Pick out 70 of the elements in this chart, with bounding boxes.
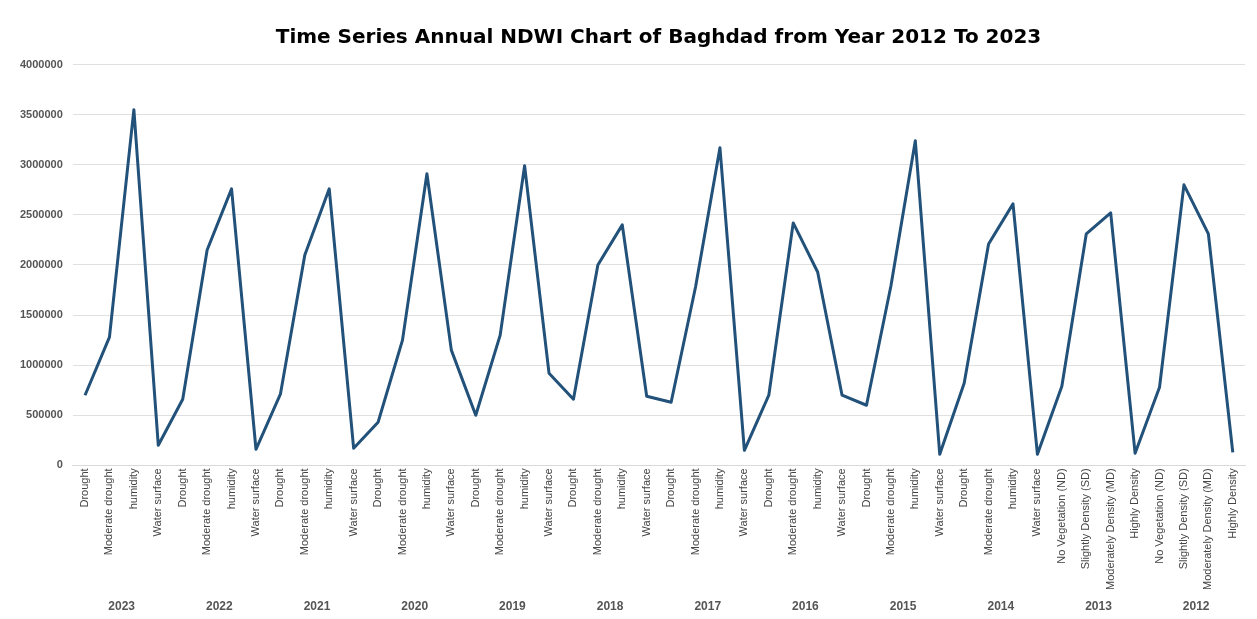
x-tick-label: Highly Density (1128, 467, 1141, 539)
x-tick-label: Moderate drought (200, 468, 213, 556)
x-tick-label: Moderate drought (590, 468, 603, 556)
x-tick-label: humidity (810, 467, 823, 510)
y-tick-label: 500000 (26, 408, 63, 421)
x-tick-label: Moderate drought (395, 468, 408, 556)
x-tick-label: Slightly Density (SD) (1176, 468, 1189, 570)
y-tick-label: 0 (56, 458, 63, 471)
x-tick-label: Highly Density (1225, 467, 1238, 539)
x-tick-label: Drought (273, 468, 286, 508)
text: 2014 (987, 599, 1015, 614)
text: 2016 (792, 599, 820, 614)
x-tick-label: Drought (175, 468, 188, 508)
x-tick-label: Water surface (737, 468, 750, 537)
y-tick-label: 2000000 (20, 258, 63, 271)
y-tick-label: 4000000 (20, 57, 63, 70)
text: 2017 (694, 599, 722, 614)
x-tick-label: Moderate drought (493, 468, 506, 556)
x-tick-label: Water surface (249, 468, 262, 537)
x-tick-label: Drought (78, 468, 91, 508)
x-tick-label: humidity (615, 467, 628, 510)
text: 2013 (1085, 599, 1113, 614)
x-tick-label: Drought (566, 468, 579, 508)
x-tick-label: Moderate drought (786, 468, 799, 556)
x-tick-label: humidity (1006, 467, 1019, 510)
y-tick-label: 3500000 (20, 107, 63, 120)
text: 2020 (401, 599, 429, 614)
x-tick-label: Drought (371, 468, 384, 508)
text: 2019 (499, 599, 527, 614)
x-tick-label: humidity (419, 467, 432, 510)
text: 2022 (205, 599, 234, 614)
text: 2023 (108, 599, 136, 614)
x-tick-label: Water surface (346, 468, 359, 537)
text: 2015 (889, 599, 917, 614)
x-tick-label: Drought (761, 468, 774, 508)
x-tick-label: Water surface (835, 468, 848, 537)
x-tick-label: humidity (908, 467, 921, 510)
x-tick-label: Water surface (1030, 468, 1043, 537)
x-tick-label: Moderately Density (MD) (1103, 468, 1116, 590)
x-tick-label: Moderate drought (102, 468, 115, 556)
x-tick-label: Drought (957, 468, 970, 508)
x-tick-label: Water surface (639, 468, 652, 537)
x-tick-label: Slightly Density (SD) (1079, 468, 1092, 570)
text: 2012 (1182, 599, 1210, 614)
text: 2018 (596, 599, 624, 614)
x-tick-label: Drought (664, 468, 677, 508)
x-tick-label: humidity (126, 467, 139, 510)
y-tick-label: 2500000 (20, 207, 63, 220)
x-tick-label: Drought (468, 468, 481, 508)
y-tick-label: 3000000 (20, 157, 63, 170)
y-tick-label: 1000000 (20, 358, 63, 371)
x-tick-label: Water surface (151, 468, 164, 537)
x-tick-label: Water surface (542, 468, 555, 537)
y-tick-label: 1500000 (20, 308, 63, 321)
x-tick-label: No Vegetation (ND) (1152, 468, 1165, 564)
text: 2021 (303, 599, 331, 614)
x-tick-label: Moderate drought (883, 468, 896, 556)
x-tick-label: Drought (859, 468, 872, 508)
x-tick-label: Moderate drought (297, 468, 310, 556)
x-tick-label: Water surface (932, 468, 945, 537)
x-tick-label: humidity (322, 467, 335, 510)
x-tick-label: Water surface (444, 468, 457, 537)
x-tick-label: humidity (712, 467, 725, 510)
x-tick-label: Moderate drought (981, 468, 994, 556)
chart-title: Time Series Annual NDWI Chart of Baghdad from Year 2012 To 2023 (274, 23, 1043, 48)
x-tick-label: No Vegetation (ND) (1054, 468, 1067, 564)
x-tick-label: Moderately Density (MD) (1201, 468, 1214, 590)
x-tick-label: humidity (224, 467, 237, 510)
x-tick-label: humidity (517, 467, 530, 510)
x-tick-label: Moderate drought (688, 468, 701, 556)
